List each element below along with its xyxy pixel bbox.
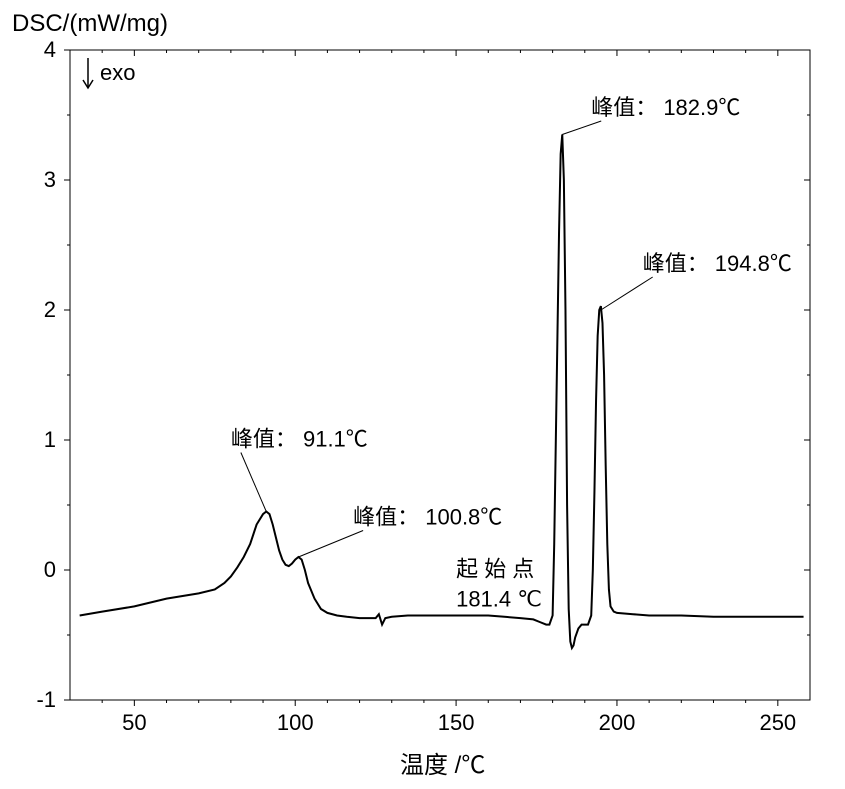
svg-text:150: 150: [438, 710, 475, 735]
svg-text:3: 3: [44, 167, 56, 192]
svg-text:峰值： 100.8℃: 峰值： 100.8℃: [353, 505, 502, 530]
svg-text:起 始 点: 起 始 点: [456, 557, 534, 582]
svg-text:4: 4: [44, 37, 56, 62]
x-axis-label: 温度 /℃: [400, 745, 485, 780]
svg-text:峰值： 194.8℃: 峰值： 194.8℃: [643, 251, 792, 276]
svg-text:2: 2: [44, 297, 56, 322]
svg-text:峰值： 182.9℃: 峰值： 182.9℃: [591, 95, 740, 120]
svg-text:100: 100: [277, 710, 314, 735]
svg-text:250: 250: [759, 710, 796, 735]
svg-text:50: 50: [122, 710, 146, 735]
svg-text:1: 1: [44, 427, 56, 452]
svg-text:0: 0: [44, 557, 56, 582]
y-axis-label: DSC/(mW/mg): [12, 10, 168, 38]
svg-text:181.4 ℃: 181.4 ℃: [456, 586, 542, 611]
svg-text:-1: -1: [36, 687, 56, 712]
chart-svg: 50 100 150 200 250 -1 0 1 2 3 4 峰值： 91.1℃ 峰值： 100.8℃…: [0, 0, 845, 789]
svg-text:200: 200: [599, 710, 636, 735]
exo-label: exo: [100, 60, 135, 86]
svg-text:峰值： 91.1℃: 峰值： 91.1℃: [231, 427, 368, 452]
dsc-chart: 50 100 150 200 250 -1 0 1 2 3 4 峰值： 91.1℃ 峰值： 100.8℃…: [0, 0, 845, 789]
